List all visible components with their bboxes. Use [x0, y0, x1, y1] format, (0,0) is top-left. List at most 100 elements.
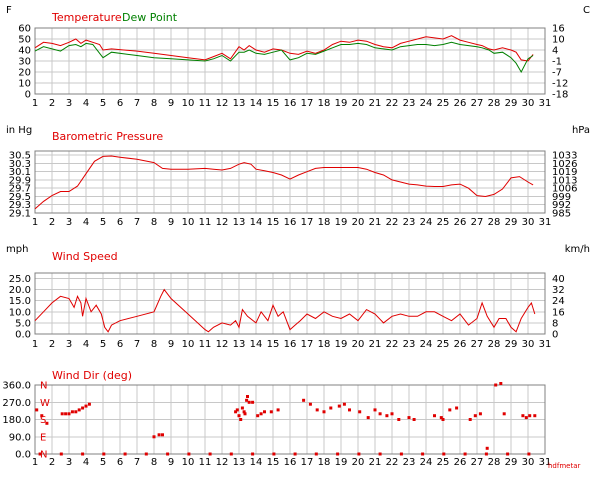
x-tick-label: 15 — [267, 98, 280, 109]
x-tick-label: 20 — [352, 217, 365, 228]
data-point — [385, 414, 389, 418]
x-tick-label: 15 — [267, 217, 280, 228]
data-point — [358, 410, 362, 414]
data-point — [81, 406, 85, 410]
x-tick-label: 27 — [471, 457, 484, 468]
x-tick-label: 3 — [66, 339, 72, 350]
chart-title: Wind Speed — [52, 250, 118, 263]
data-point — [455, 406, 459, 410]
right-tick-label: 1033 — [552, 151, 577, 162]
x-tick-label: 26 — [454, 339, 467, 350]
x-tick-label: 24 — [420, 457, 433, 468]
data-point — [478, 412, 482, 416]
series-line — [34, 288, 536, 333]
x-tick-label: 4 — [83, 457, 89, 468]
x-tick-label: 13 — [233, 339, 246, 350]
x-tick-label: 17 — [301, 217, 314, 228]
calm-point — [293, 452, 297, 456]
x-tick-label: 24 — [420, 98, 433, 109]
x-tick-label: 20 — [352, 457, 365, 468]
x-tick-label: 21 — [369, 457, 382, 468]
x-tick-label: 3 — [66, 98, 72, 109]
data-point — [315, 408, 319, 412]
right-tick-label: 10 — [552, 35, 565, 46]
data-point — [521, 414, 525, 418]
series-wind-dir — [35, 382, 537, 456]
data-point — [245, 398, 249, 402]
x-tick-label: 19 — [335, 457, 348, 468]
x-tick-label: 16 — [284, 98, 297, 109]
data-point — [256, 414, 260, 418]
x-tick-label: 5 — [100, 217, 106, 228]
left-unit-label: mph — [6, 244, 28, 255]
y-tick-label: 29.7 — [9, 184, 31, 195]
right-tick-label: -12 — [552, 79, 568, 90]
series-barometric-pressure — [34, 155, 534, 210]
x-tick-label: 30 — [522, 98, 535, 109]
x-tick-label: 28 — [488, 339, 501, 350]
series-wind-speed — [34, 288, 536, 333]
y-tick-label: 270.0 — [2, 398, 31, 409]
y-tick-label: 30.1 — [9, 167, 31, 178]
x-tick-label: 2 — [49, 217, 55, 228]
calm-point — [336, 452, 340, 456]
right-tick-label: 4 — [552, 46, 558, 57]
right-tick-label: 16 — [552, 307, 565, 318]
data-point — [259, 412, 263, 416]
x-tick-label: 20 — [352, 339, 365, 350]
x-tick-label: 26 — [454, 457, 467, 468]
x-tick-label: 21 — [369, 98, 382, 109]
x-tick-label: 12 — [216, 339, 229, 350]
x-tick-label: 1 — [32, 217, 38, 228]
compass-label: N — [40, 381, 47, 392]
y-tick-label: 5.0 — [15, 318, 31, 329]
x-tick-label: 20 — [352, 98, 365, 109]
y-tick-label: 15.0 — [9, 296, 31, 307]
x-tick-label: 19 — [335, 98, 348, 109]
data-point — [64, 412, 68, 416]
series-dew-point — [34, 41, 534, 74]
x-tick-label: 14 — [250, 98, 263, 109]
x-tick-label: 17 — [301, 339, 314, 350]
x-tick-label: 21 — [369, 217, 382, 228]
calm-point — [463, 452, 467, 456]
x-tick-label: 2 — [49, 98, 55, 109]
data-point — [242, 410, 246, 414]
calm-point — [314, 452, 318, 456]
x-tick-label: 24 — [420, 339, 433, 350]
x-tick-label: 30 — [522, 217, 535, 228]
right-tick-label: 1019 — [552, 167, 577, 178]
x-tick-label: 8 — [151, 457, 157, 468]
right-tick-label: 1013 — [552, 175, 577, 186]
y-tick-label: 29.1 — [9, 209, 31, 220]
calm-point — [527, 452, 531, 456]
right-unit-label: km/h — [565, 244, 590, 255]
x-tick-label: 10 — [182, 339, 195, 350]
right-unit-label: C — [583, 5, 590, 16]
calm-point — [38, 452, 42, 456]
data-point — [533, 414, 537, 418]
credit-text: hdfmetar — [548, 462, 581, 470]
x-tick-label: 16 — [284, 217, 297, 228]
y-tick-label: 30 — [18, 57, 31, 68]
x-tick-label: 17 — [301, 98, 314, 109]
x-tick-label: 10 — [182, 217, 195, 228]
data-point — [77, 408, 81, 412]
data-point — [448, 408, 452, 412]
y-tick-label: 10 — [18, 79, 31, 90]
x-tick-label: 15 — [267, 339, 280, 350]
x-tick-label: 16 — [284, 339, 297, 350]
chart-panel-3: 1 2 3 4 5 6 7 8 9 10 11 12 13 14 15 16 17 18 19 20 21 22 23 24 2… — [6, 244, 590, 350]
x-tick-label: 17 — [301, 457, 314, 468]
x-tick-label: 30 — [522, 339, 535, 350]
data-point — [390, 412, 394, 416]
x-tick-label: 22 — [386, 457, 399, 468]
x-tick-label: 4 — [83, 98, 89, 109]
x-tick-label: 12 — [216, 217, 229, 228]
right-tick-label: 985 — [552, 209, 571, 220]
x-tick-label: 1 — [32, 339, 38, 350]
x-tick-label: 9 — [168, 217, 174, 228]
data-point — [74, 410, 78, 414]
x-tick-label: 5 — [100, 339, 106, 350]
data-point — [237, 414, 241, 418]
